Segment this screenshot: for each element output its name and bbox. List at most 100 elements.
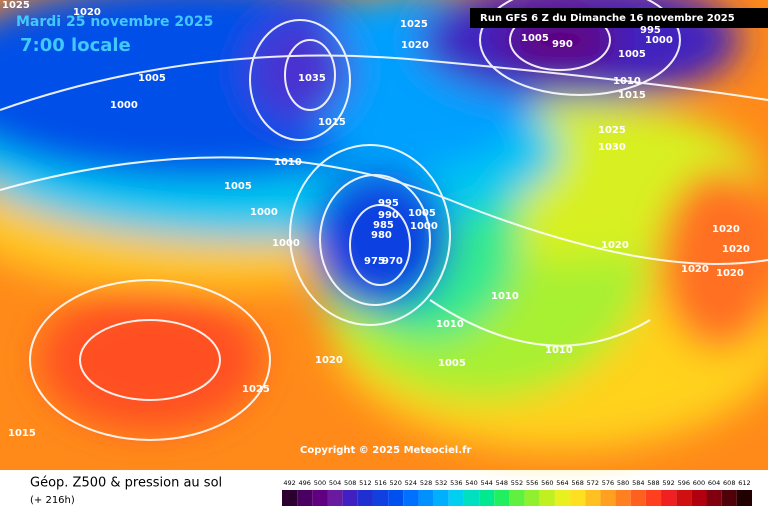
- scale-label: 512: [359, 479, 371, 487]
- scale-label: 508: [344, 479, 356, 487]
- scale-label: 600: [693, 479, 705, 487]
- scale-label: 536: [450, 479, 462, 487]
- isobar-label: 1025: [400, 19, 428, 30]
- scale-swatch: [661, 490, 677, 506]
- scale-label: 556: [526, 479, 538, 487]
- copyright: Copyright © 2025 Meteociel.fr: [300, 445, 471, 456]
- scale-swatch: [403, 490, 419, 506]
- scale-swatch: [388, 490, 404, 506]
- scale-label: 564: [556, 479, 568, 487]
- isobar-label: 1005: [224, 181, 252, 192]
- scale-swatch: [448, 490, 464, 506]
- scale-label: 568: [571, 479, 583, 487]
- isobar-label: 995: [640, 25, 661, 36]
- isobar-label: 1015: [618, 90, 646, 101]
- footer-title: Géop. Z500 & pression au sol: [30, 476, 222, 491]
- scale-swatch: [539, 490, 555, 506]
- isobar-label: 1020: [722, 244, 750, 255]
- isobar-label: 1020: [401, 40, 429, 51]
- isobar-label: 1005: [521, 33, 549, 44]
- scale-swatch: [509, 490, 525, 506]
- run-info: Run GFS 6 Z du Dimanche 16 novembre 2025: [480, 13, 735, 24]
- isobar-label: 1010: [613, 76, 641, 87]
- isobar-label: 1025: [598, 125, 626, 136]
- scale-label: 516: [374, 479, 386, 487]
- isobar-label: 990: [552, 39, 573, 50]
- scale-label: 524: [405, 479, 417, 487]
- scale-label: 540: [465, 479, 477, 487]
- isobar-label: 1010: [491, 291, 519, 302]
- isobar-label: 1000: [410, 221, 438, 232]
- isobar-label: 1020: [315, 355, 343, 366]
- isobar-label: 1015: [318, 117, 346, 128]
- scale-label: 596: [678, 479, 690, 487]
- scale-label: 492: [283, 479, 295, 487]
- isobar-label: 1005: [408, 208, 436, 219]
- scale-swatch: [312, 490, 328, 506]
- scale-swatch: [282, 490, 298, 506]
- scale-swatch: [736, 490, 752, 506]
- scale-swatch: [463, 490, 480, 506]
- scale-label: 592: [662, 479, 674, 487]
- scale-label: 612: [738, 479, 750, 487]
- isobar-labels: 1025 1020 1025 1020 1005 1000 1035 1015 1010 1005…: [2, 0, 750, 439]
- scale-label: 548: [496, 479, 508, 487]
- scale-label: 580: [617, 479, 629, 487]
- isobar-label: 1025: [242, 384, 270, 395]
- isobar-label: 980: [371, 230, 392, 241]
- scale-label: 576: [602, 479, 614, 487]
- isobar-label: 995: [378, 198, 399, 209]
- map: [0, 0, 768, 470]
- scale-swatch: [524, 490, 540, 506]
- scale-label: 528: [420, 479, 432, 487]
- isobar-label: 1000: [272, 238, 300, 249]
- scale-swatch: [327, 490, 343, 506]
- isobar-label: 1020: [712, 224, 740, 235]
- isobar-label: 1010: [436, 319, 464, 330]
- scale-swatch: [433, 490, 449, 506]
- isobar-label: 1035: [298, 73, 326, 84]
- isobar-label: 1030: [598, 142, 626, 153]
- scale-label: 588: [647, 479, 659, 487]
- scale-swatch: [630, 490, 646, 506]
- scale-label: 604: [708, 479, 720, 487]
- isobar-label: 1000: [110, 100, 138, 111]
- time: 7:00 locale: [20, 35, 131, 56]
- scale-swatch: [372, 490, 389, 506]
- scale-swatch: [342, 490, 358, 506]
- isobar-label: 985: [373, 220, 394, 231]
- scale-label: 500: [314, 479, 326, 487]
- scale-swatch: [554, 490, 571, 506]
- scale-swatch: [297, 490, 313, 506]
- isobar-label: 990: [378, 210, 399, 221]
- scale-label: 552: [511, 479, 523, 487]
- scale-swatch: [600, 490, 616, 506]
- isobar-label: 1020: [716, 268, 744, 279]
- scale-label: 572: [587, 479, 599, 487]
- scale-label: 520: [389, 479, 401, 487]
- scale-label: 532: [435, 479, 447, 487]
- isobar-label: 975: [364, 256, 385, 267]
- scale-label: 544: [480, 479, 492, 487]
- isobar-label: 1000: [645, 35, 673, 46]
- isobar-label: 1020: [601, 240, 629, 251]
- scale-swatch: [691, 490, 707, 506]
- scale-swatch: [494, 490, 510, 506]
- scale-swatch: [676, 490, 692, 506]
- scale-swatch: [721, 490, 737, 506]
- scale-swatch: [585, 490, 601, 506]
- scale-label: 584: [632, 479, 644, 487]
- isobar-label: 1020: [681, 264, 709, 275]
- scale-label: 560: [541, 479, 553, 487]
- scale-swatch: [615, 490, 631, 506]
- isobar-label: 1015: [8, 428, 36, 439]
- scale-label: 608: [723, 479, 735, 487]
- isobar-label: 1020: [73, 7, 101, 18]
- scale-label: 504: [329, 479, 341, 487]
- footer-lead: (+ 216h): [30, 495, 75, 506]
- scale-label: 496: [299, 479, 311, 487]
- scale-swatch: [706, 490, 722, 506]
- isobar-label: 970: [382, 256, 403, 267]
- isobar-label: 1010: [545, 345, 573, 356]
